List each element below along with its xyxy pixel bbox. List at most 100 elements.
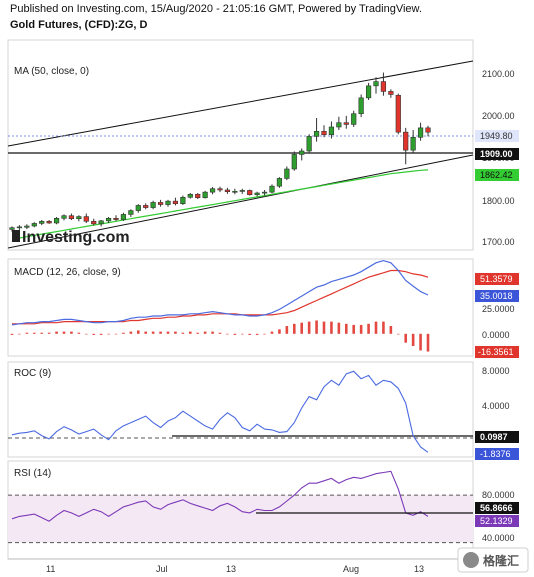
x-tick-label: Jul (156, 564, 168, 574)
candle-body (120, 214, 127, 220)
candle-body (180, 196, 186, 205)
macd-layer (10, 259, 430, 352)
macd-histogram-bar (248, 333, 252, 335)
candle-body (9, 227, 15, 230)
published-line: Published on Investing.com, 15/Aug/2020 … (10, 3, 422, 15)
macd-histogram-bar (240, 333, 244, 335)
price-tick: 1700.00 (482, 237, 515, 247)
candle-body (373, 81, 379, 87)
macd-histogram-bar (92, 333, 96, 335)
instrument-title: Gold Futures, (CFD):ZG, D (10, 19, 148, 31)
x-tick-label: 13 (226, 564, 236, 574)
price-tick: 2100.00 (482, 69, 515, 79)
macd-histogram-bar (344, 323, 348, 334)
signal-tag-bg (475, 273, 519, 285)
candle (306, 134, 312, 154)
candle-body (76, 216, 82, 220)
rsi-tick: 80.0000 (482, 490, 515, 500)
macd-histogram-bar (159, 331, 162, 334)
macd-histogram-bar (181, 332, 185, 334)
macd-histogram-bar (62, 331, 66, 334)
candle (83, 213, 89, 223)
watermark-mark (12, 230, 20, 242)
macd-histogram-bar (330, 321, 333, 334)
ma50-layer (11, 169, 429, 240)
price-tag: 1949.80 (480, 131, 513, 141)
candle-body (135, 205, 141, 211)
rsi-value-tag: 52.1329 (480, 516, 513, 526)
candle-body (209, 188, 216, 193)
macd-histogram-bar (374, 321, 378, 334)
candle (135, 204, 141, 213)
candle-body (395, 94, 401, 133)
candle (187, 193, 193, 199)
candle-body (358, 97, 364, 115)
rsi-line (11, 470, 429, 522)
macd-histogram-bar (263, 333, 266, 335)
macd-histogram-bar (47, 332, 51, 334)
candle-body (39, 220, 45, 224)
candle (150, 200, 156, 210)
candles-layer (9, 72, 431, 232)
price-tick: 2000.00 (482, 111, 515, 121)
macd-histogram-bar (188, 331, 192, 334)
lower-trendline[interactable] (7, 154, 474, 249)
macd-histogram-bar (144, 331, 148, 334)
candle-body (276, 178, 283, 187)
candle-body (284, 168, 290, 179)
candle (380, 72, 387, 96)
candle-body (291, 154, 297, 170)
candle-body (172, 200, 179, 205)
candle-body (46, 220, 52, 224)
candle-body (351, 113, 357, 125)
candle-body (143, 205, 149, 208)
macd-histogram-bar (404, 333, 408, 343)
macd-histogram-bar (40, 332, 44, 334)
candle-body (403, 131, 409, 151)
price-indicator-label: MA (50, close, 0) (14, 66, 89, 77)
macd-histogram-bar (25, 332, 29, 334)
candle-body (83, 216, 89, 222)
roc-panel[interactable]: ROC (9) 8.0000 4.0000 0.0987 -1.8376 (7, 361, 519, 460)
price-panel[interactable]: MA (50, close, 0) 2100.00 2000.00 1900.0… (7, 39, 519, 251)
candle (16, 225, 23, 230)
macd-histogram-bar (107, 333, 110, 335)
macd-label: MACD (12, 26, close, 9) (14, 267, 121, 278)
candle-body (105, 217, 112, 222)
candle-body (321, 130, 327, 136)
upper-trendline[interactable] (7, 60, 474, 147)
candle (98, 220, 104, 227)
candle (373, 77, 379, 94)
candle-body (247, 190, 253, 196)
macd-histogram-bar (99, 333, 103, 335)
roc-line (11, 370, 429, 453)
hist-tag: -16.3561 (478, 347, 514, 357)
macd-histogram-bar (255, 333, 259, 335)
macd-tag: 35.0018 (480, 291, 513, 301)
candle (299, 148, 305, 161)
candle (202, 190, 208, 199)
rsi-panel[interactable]: RSI (14) 80.0000 40.0000 56.8666 52.1329 (7, 460, 519, 560)
macd-histogram-bar (315, 320, 318, 334)
macd-histogram-bar (352, 324, 356, 334)
candle (24, 224, 30, 229)
macd-histogram-bar (55, 331, 58, 334)
candle (343, 115, 349, 129)
badge-text: 格隆汇 (483, 553, 519, 568)
roc-level-tag: 0.0987 (480, 432, 508, 442)
candle (276, 177, 283, 188)
macd-histogram-bar (270, 331, 274, 334)
roc-panel-frame (7, 361, 474, 458)
macd-panel[interactable]: MACD (12, 26, close, 9) 25.0000 0.0000 5… (7, 258, 519, 358)
candle-body (306, 136, 312, 152)
macd-tick: 25.0000 (482, 304, 515, 314)
candle (261, 190, 268, 196)
candle (120, 212, 127, 221)
candle (46, 220, 52, 224)
macd-histogram-bar (196, 332, 200, 334)
rsi-band (8, 495, 473, 543)
level-tag-bg (475, 148, 519, 160)
macd-tag-bg (475, 290, 519, 302)
candle-body (343, 122, 349, 125)
